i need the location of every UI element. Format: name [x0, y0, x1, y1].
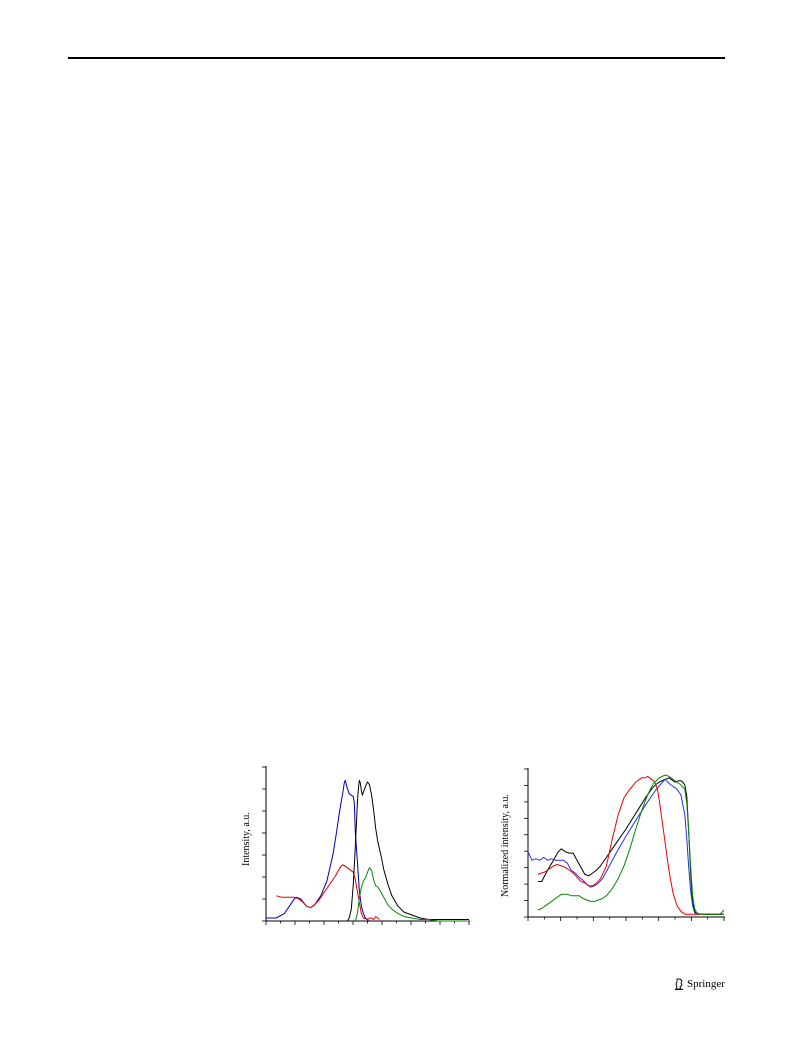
series-line-3: [537, 774, 724, 915]
normalized-intensity-chart-svg: [524, 768, 725, 921]
series-line-0: [266, 779, 369, 922]
series-line-2: [537, 775, 724, 915]
intensity-y-axis-label: Intensity, a.u.: [241, 812, 252, 866]
header-rule: [68, 57, 725, 59]
intensity-chart: [262, 766, 470, 925]
springer-horse-icon: [675, 978, 683, 990]
series-line-1: [276, 864, 380, 920]
publisher-footer: Springer: [674, 978, 725, 990]
series-line-3: [354, 867, 469, 922]
normalized-intensity-chart: [524, 768, 725, 921]
normalized-intensity-y-axis-label: Normalized intensity, a.u.: [500, 794, 511, 897]
series-line-1: [527, 778, 725, 915]
publisher-name: Springer: [687, 978, 725, 990]
series-line-2: [346, 779, 469, 922]
intensity-chart-svg: [262, 766, 470, 925]
